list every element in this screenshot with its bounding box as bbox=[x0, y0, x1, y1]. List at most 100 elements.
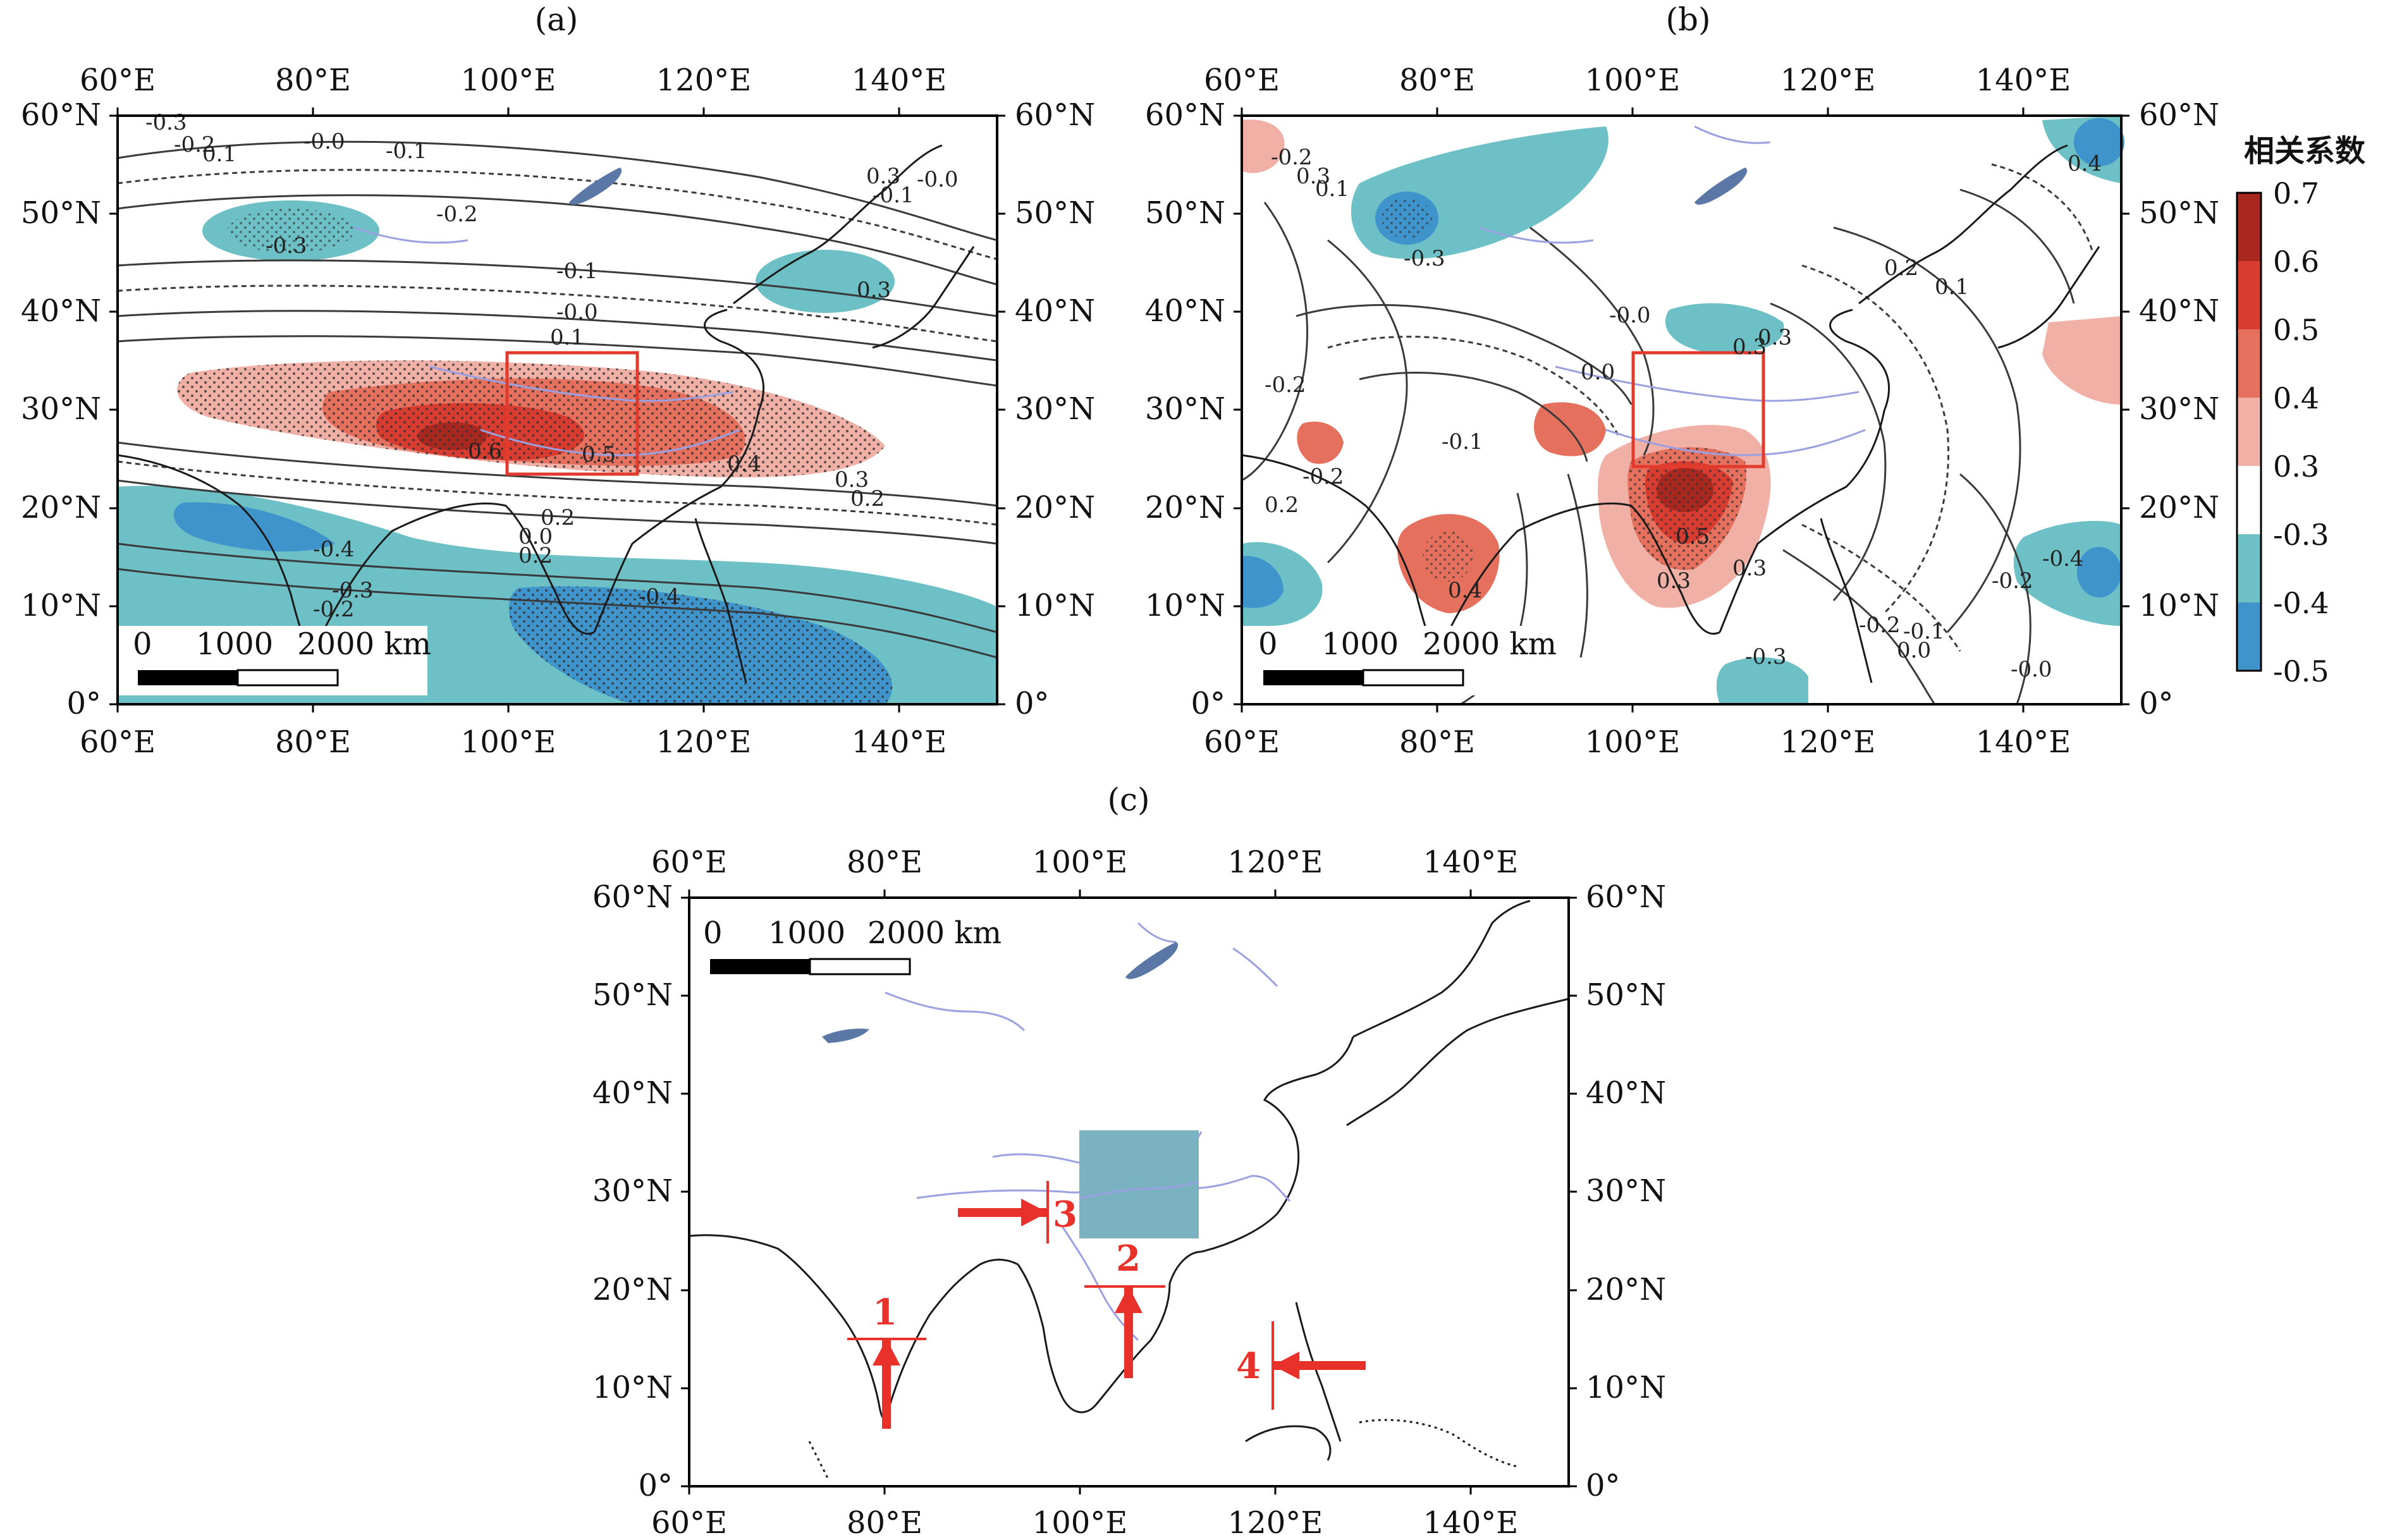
lon-label: 100°E bbox=[1585, 724, 1681, 760]
lat-labels-right-c: 60°N 50°N 40°N 30°N 20°N 10°N 0° bbox=[1586, 879, 1666, 1503]
contour-label: 0.0 bbox=[1581, 360, 1615, 385]
lon-label: 80°E bbox=[1399, 63, 1475, 98]
lon-label: 120°E bbox=[656, 724, 752, 760]
contour-label: -0.3 bbox=[145, 110, 187, 135]
legend-tick: 0.7 bbox=[2273, 176, 2319, 211]
lon-label: 80°E bbox=[275, 63, 351, 98]
lat-label: 50°N bbox=[21, 195, 101, 231]
lat-label: 20°N bbox=[592, 1272, 673, 1307]
section-label-3: 3 bbox=[1053, 1194, 1077, 1235]
scale-label-2000: 2000 km bbox=[867, 915, 1002, 951]
lat-label: 0° bbox=[1586, 1468, 1621, 1503]
lat-labels-left-a: 60°N 50°N 40°N 30°N 20°N 10°N 0° bbox=[21, 97, 101, 721]
legend-swatch bbox=[2237, 193, 2261, 261]
scale-label-2000: 2000 km bbox=[297, 626, 431, 662]
lat-label: 60°N bbox=[2139, 97, 2219, 133]
coastline-c bbox=[689, 900, 1569, 1480]
lat-label: 30°N bbox=[21, 391, 101, 427]
contour-label: -0.3 bbox=[266, 233, 307, 259]
coastline-b bbox=[1241, 144, 2100, 683]
contour-label: 0.2 bbox=[850, 486, 885, 511]
contour-label: 0.3 bbox=[1657, 568, 1691, 594]
contour-label: -0.0 bbox=[917, 167, 959, 192]
contour-label: 0.4 bbox=[2068, 151, 2102, 176]
lat-label: 40°N bbox=[1145, 293, 1225, 329]
contour-label: 0.0 bbox=[1897, 638, 1931, 663]
legend-tick: 0.6 bbox=[2273, 245, 2319, 279]
lat-label: 20°N bbox=[2139, 490, 2219, 525]
lon-labels-bottom-a: 60°E 80°E 100°E 120°E 140°E bbox=[80, 724, 947, 760]
contour-label: 0.3 bbox=[866, 164, 900, 189]
contour-label: 0.3 bbox=[1758, 325, 1792, 350]
contours-a bbox=[117, 140, 998, 659]
lat-label: 40°N bbox=[2139, 293, 2219, 329]
contour-label: -0.1 bbox=[1903, 619, 1945, 644]
coastline-a bbox=[117, 144, 975, 683]
lat-label: 0° bbox=[66, 686, 101, 721]
contour-label: 0.4 bbox=[1448, 578, 1482, 603]
contour-label: 0.3 bbox=[857, 278, 891, 303]
lat-label: 10°N bbox=[2139, 588, 2219, 623]
lat-label: 10°N bbox=[592, 1370, 673, 1405]
lon-labels-top-a: 60°E 80°E 100°E 120°E 140°E bbox=[80, 63, 947, 98]
lat-label: 50°N bbox=[2139, 195, 2219, 231]
scale-label-2000: 2000 km bbox=[1423, 626, 1557, 662]
legend-tick: -0.5 bbox=[2273, 654, 2329, 688]
scale-bar-c: 0 1000 2000 km bbox=[703, 915, 1002, 975]
contour-label: 0.3 bbox=[1732, 556, 1767, 581]
scale-label-1000: 1000 bbox=[768, 915, 845, 951]
lon-label: 60°E bbox=[80, 724, 156, 760]
contour-label: -0.2 bbox=[436, 202, 478, 227]
lat-label: 20°N bbox=[1145, 490, 1225, 525]
lat-label: 30°N bbox=[1015, 391, 1095, 427]
contour-label: -0.1 bbox=[873, 183, 914, 208]
lake-baikal-a bbox=[569, 168, 622, 205]
contour-label: -0.2 bbox=[1265, 372, 1306, 398]
section-label-2: 2 bbox=[1116, 1238, 1141, 1280]
ticks-b bbox=[1234, 107, 2130, 712]
lon-label: 80°E bbox=[1399, 724, 1475, 760]
contour-label: -0.2 bbox=[313, 597, 355, 622]
lat-label: 60°N bbox=[1145, 97, 1225, 133]
lake-balkhash-c bbox=[822, 1029, 869, 1043]
legend-swatch bbox=[2237, 329, 2261, 398]
lat-label: 30°N bbox=[1586, 1173, 1666, 1209]
contour-label: 0.3 bbox=[1732, 334, 1767, 360]
lat-label: 50°N bbox=[1586, 977, 1666, 1013]
panel-c: (c) bbox=[592, 781, 1666, 1540]
contour-label: 0.4 bbox=[727, 451, 761, 477]
contour-label: -0.2 bbox=[1859, 613, 1901, 638]
lat-label: 0° bbox=[1015, 686, 1050, 721]
lon-label: 120°E bbox=[656, 63, 752, 98]
lat-label: 40°N bbox=[1586, 1075, 1666, 1111]
lat-label: 10°N bbox=[1015, 588, 1095, 623]
contour-label: -0.3 bbox=[1745, 644, 1787, 669]
lat-label: 0° bbox=[638, 1468, 673, 1503]
contour-label: -0.2 bbox=[174, 132, 216, 157]
contour-label: -0.0 bbox=[2011, 657, 2052, 682]
contour-label: 0.3 bbox=[1296, 164, 1330, 189]
lon-label: 60°E bbox=[1204, 724, 1280, 760]
colorbar-legend: 相关系数 0.7 0.6 0.5 0.4 0.3 -0.3 -0.4 -0.5 bbox=[2236, 133, 2365, 688]
lon-labels-bottom-c: 60°E 80°E 100°E 120°E 140°E bbox=[651, 1505, 1518, 1540]
lon-label: 140°E bbox=[852, 63, 947, 98]
panel-label-b: (b) bbox=[1665, 1, 1710, 38]
lake-baikal-c bbox=[1125, 942, 1179, 979]
contour-label: 0.1 bbox=[1935, 274, 1969, 300]
contour-label: -0.0 bbox=[1609, 303, 1651, 328]
lat-label: 0° bbox=[2139, 686, 2174, 721]
scale-label-1000: 1000 bbox=[1321, 626, 1399, 662]
study-region-box-c bbox=[1079, 1130, 1199, 1238]
lon-label: 60°E bbox=[1204, 63, 1280, 98]
contour-label: -0.1 bbox=[386, 138, 427, 164]
scale-bar-b: 0 1000 2000 km bbox=[1242, 626, 1557, 695]
lon-label: 140°E bbox=[1976, 63, 2071, 98]
ticks-c bbox=[681, 889, 1577, 1494]
lon-label: 140°E bbox=[852, 724, 947, 760]
section-label-1: 1 bbox=[873, 1292, 897, 1333]
lon-label: 100°E bbox=[1033, 1505, 1128, 1540]
lon-label: 80°E bbox=[847, 1505, 922, 1540]
panel-label-c: (c) bbox=[1107, 781, 1149, 818]
contour-label: 0.1 bbox=[550, 325, 584, 350]
